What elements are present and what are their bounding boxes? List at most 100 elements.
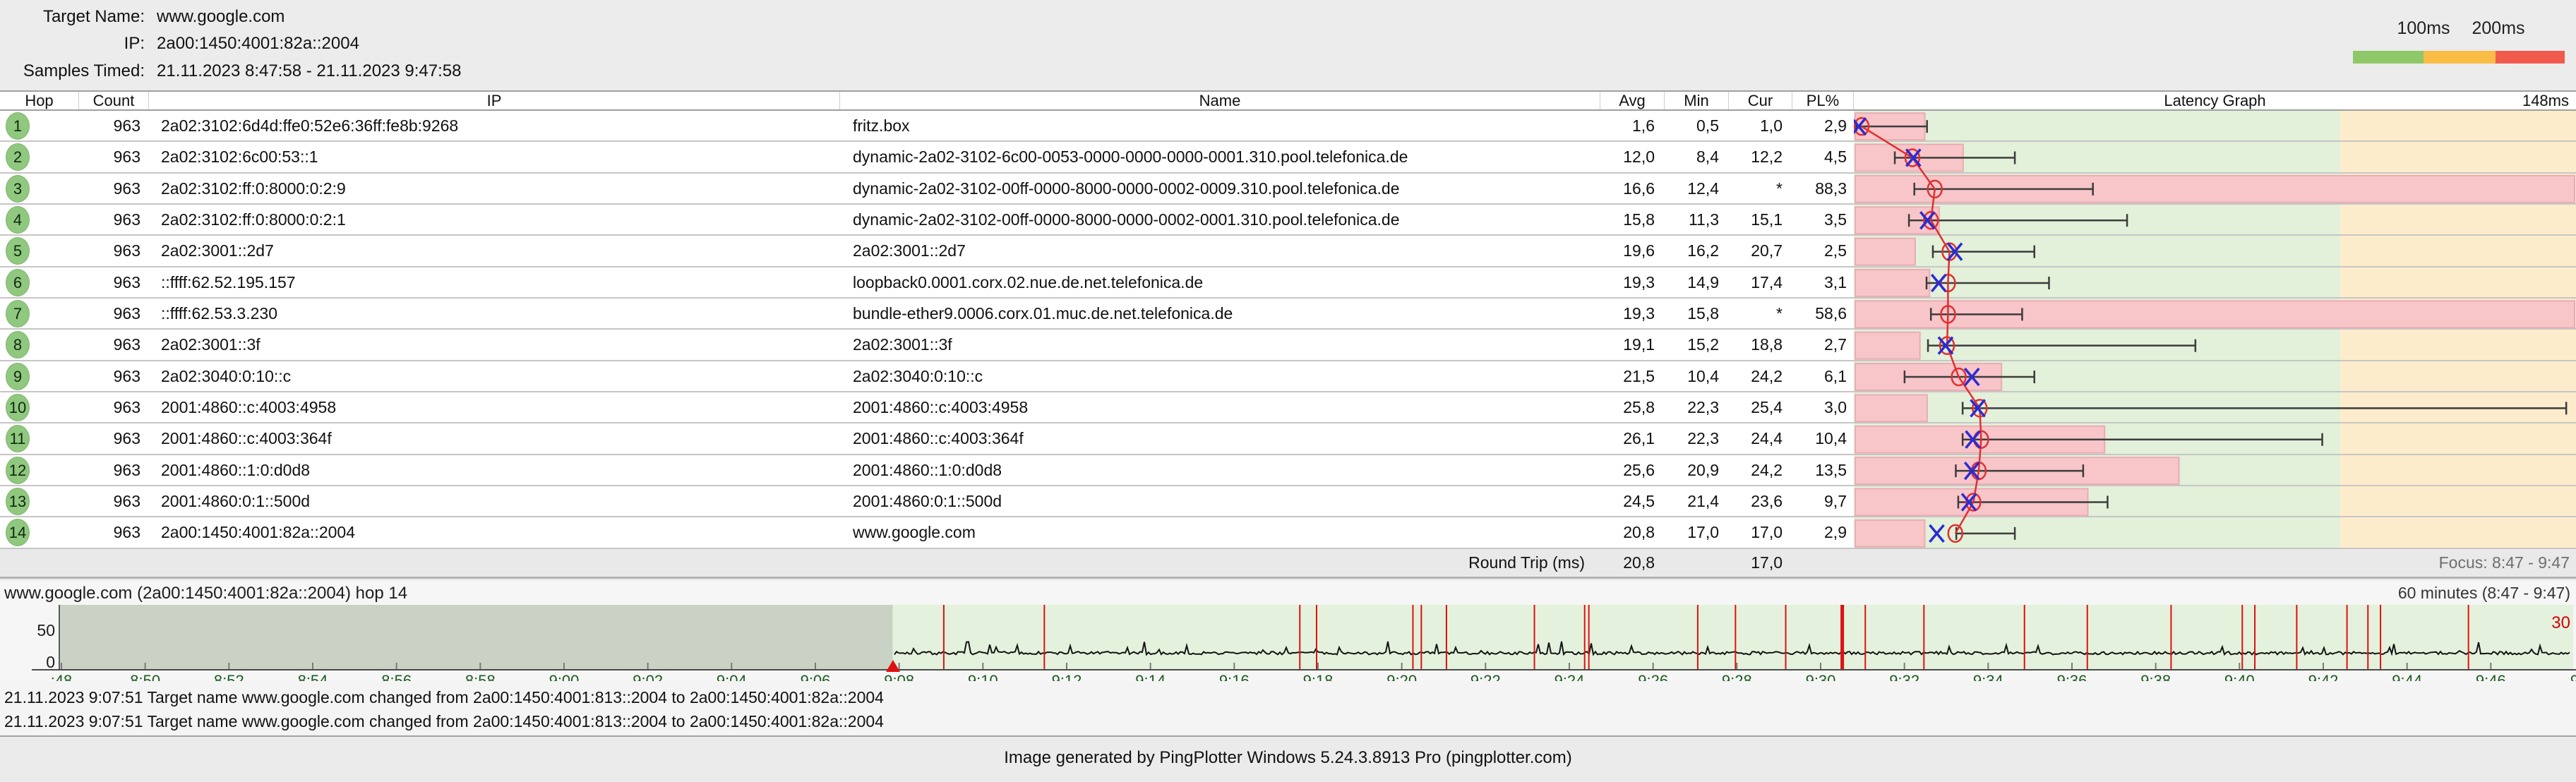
name-cell: 2a02:3040:0:10::c xyxy=(853,366,983,385)
ip-cell: ::ffff:62.53.3.230 xyxy=(161,304,277,323)
avg-cell: 19,3 xyxy=(1623,304,1655,323)
target-name-value: www.google.com xyxy=(157,7,285,26)
name-cell: loopback0.0001.corx.02.nue.de.net.telefo… xyxy=(853,272,1204,291)
ip-cell: 2a02:3102:6c00:53::1 xyxy=(161,148,318,167)
hop-number-cell: 9 xyxy=(0,361,79,391)
ip-cell: 2a02:3001::3f xyxy=(161,335,260,354)
hop-row[interactable]: 14 963 2a00:1450:4001:82a::2004 www.goog… xyxy=(0,517,2576,549)
name-cell: dynamic-2a02-3102-00ff-0000-8000-0000-00… xyxy=(853,210,1400,229)
column-header-name[interactable]: Name xyxy=(840,92,1600,109)
count-cell: 963 xyxy=(113,429,140,448)
hop-row[interactable]: 4 963 2a02:3102:ff:0:8000:0:2:1 dynamic-… xyxy=(0,205,2576,236)
ip-cell: 2a02:3001::2d7 xyxy=(161,241,274,260)
samples-timed-value: 21.11.2023 8:47:58 - 21.11.2023 9:47:58 xyxy=(157,61,462,80)
time-label: 9 xyxy=(2570,672,2576,690)
summary-header: Target Name: www.google.com IP: 2a00:145… xyxy=(0,0,2576,90)
min-cell: 22,3 xyxy=(1687,398,1719,417)
cur-cell: 15,1 xyxy=(1751,210,1783,229)
timeline-current-scale-label: 30 xyxy=(2551,613,2570,632)
hop-number-badge: 2 xyxy=(6,143,30,172)
cur-cell: 24,2 xyxy=(1751,460,1783,479)
hop-row[interactable]: 13 963 2001:4860:0:1::500d 2001:4860:0:1… xyxy=(0,486,2576,518)
ip-cell: 2a00:1450:4001:82a::2004 xyxy=(161,523,355,542)
hop-row[interactable]: 10 963 2001:4860::c:4003:4958 2001:4860:… xyxy=(0,392,2576,424)
cur-cell: * xyxy=(1776,179,1783,198)
latency-graph-cell xyxy=(1854,423,2576,454)
min-cell: 0,5 xyxy=(1696,116,1719,135)
column-header-cur[interactable]: Cur xyxy=(1729,92,1792,109)
cur-cell: 20,7 xyxy=(1751,241,1783,260)
avg-cell: 19,3 xyxy=(1623,272,1655,291)
column-header-latency-graph[interactable]: Latency Graph 148ms xyxy=(1854,92,2576,109)
count-cell: 963 xyxy=(113,523,140,542)
hop-row[interactable]: 3 963 2a02:3102:ff:0:8000:0:2:9 dynamic-… xyxy=(0,173,2576,205)
column-header-pl[interactable]: PL% xyxy=(1792,92,1854,109)
pl-cell: 13,5 xyxy=(1815,460,1847,479)
hop-row[interactable]: 2 963 2a02:3102:6c00:53::1 dynamic-2a02-… xyxy=(0,142,2576,174)
column-header-hop[interactable]: Hop xyxy=(0,92,79,109)
round-trip-avg: 20,8 xyxy=(1623,553,1655,572)
min-cell: 16,2 xyxy=(1687,241,1719,260)
ip-cell: 2001:4860:0:1::500d xyxy=(161,492,311,511)
latency-graph-cell xyxy=(1854,236,2576,266)
round-trip-pl xyxy=(1792,549,1854,577)
cur-cell: 1,0 xyxy=(1760,116,1783,135)
ip-cell: 2a02:3102:ff:0:8000:0:2:9 xyxy=(161,179,346,198)
hop-row[interactable]: 11 963 2001:4860::c:4003:364f 2001:4860:… xyxy=(0,423,2576,455)
cur-cell: 17,4 xyxy=(1751,272,1783,291)
timeline-plot[interactable] xyxy=(60,605,2573,669)
name-cell: 2a02:3001::3f xyxy=(853,335,952,354)
pl-cell: 6,1 xyxy=(1824,366,1847,385)
pl-cell: 2,5 xyxy=(1824,241,1847,260)
pl-cell: 88,3 xyxy=(1815,179,1847,198)
round-trip-cur: 17,0 xyxy=(1751,553,1783,572)
round-trip-row: Round Trip (ms) 20,8 17,0 Focus: 8:47 - … xyxy=(0,549,2576,579)
pl-cell: 58,6 xyxy=(1815,304,1847,323)
latency-scale-max-label: 148ms xyxy=(2522,92,2569,109)
hop-number-badge: 8 xyxy=(6,331,30,359)
hop-row[interactable]: 8 963 2a02:3001::3f 2a02:3001::3f 19,1 1… xyxy=(0,330,2576,361)
count-cell: 963 xyxy=(113,366,140,385)
column-header-count[interactable]: Count xyxy=(79,92,149,109)
timeline-y-label-0: 0 xyxy=(46,653,55,671)
hop-number-badge: 6 xyxy=(6,268,30,296)
avg-cell: 12,0 xyxy=(1623,148,1655,167)
count-cell: 963 xyxy=(113,272,140,291)
min-cell: 8,4 xyxy=(1696,148,1719,167)
column-header-min[interactable]: Min xyxy=(1665,92,1729,109)
hop-number-badge: 7 xyxy=(6,300,30,328)
legend-100ms-label: 100ms xyxy=(2397,18,2450,38)
hop-row[interactable]: 7 963 ::ffff:62.53.3.230 bundle-ether9.0… xyxy=(0,299,2576,330)
hop-number-badge: 11 xyxy=(6,425,30,453)
hop-row[interactable]: 12 963 2001:4860::1:0:d0d8 2001:4860::1:… xyxy=(0,455,2576,487)
log-line: 21.11.2023 9:07:51 Target name www.googl… xyxy=(4,712,884,730)
pl-cell: 2,9 xyxy=(1824,523,1847,542)
cur-cell: 25,4 xyxy=(1751,398,1783,417)
ip-cell: 2a02:3102:ff:0:8000:0:2:1 xyxy=(161,210,346,229)
hop-row[interactable]: 9 963 2a02:3040:0:10::c 2a02:3040:0:10::… xyxy=(0,361,2576,393)
cur-cell: 18,8 xyxy=(1751,335,1783,354)
hop-number-badge: 3 xyxy=(6,174,30,203)
hop-row[interactable]: 5 963 2a02:3001::2d7 2a02:3001::2d7 19,6… xyxy=(0,236,2576,267)
hop-number-badge: 1 xyxy=(6,112,30,140)
hop-row[interactable]: 6 963 ::ffff:62.52.195.157 loopback0.000… xyxy=(0,267,2576,299)
timeline-title: www.google.com (2a00:1450:4001:82a::2004… xyxy=(4,584,408,603)
focus-range-label: Focus: 8:47 - 9:47 xyxy=(2438,553,2570,572)
hop-row[interactable]: 1 963 2a02:3102:6d4d:ffe0:52e6:36ff:fe8b… xyxy=(0,111,2576,143)
latency-graph-cell xyxy=(1854,517,2576,548)
column-header-avg[interactable]: Avg xyxy=(1600,92,1665,109)
hop-number-cell: 3 xyxy=(0,174,79,203)
hop-number-badge: 12 xyxy=(6,456,30,484)
hop-number-cell: 14 xyxy=(0,517,79,547)
avg-cell: 20,8 xyxy=(1623,523,1655,542)
name-cell: dynamic-2a02-3102-00ff-0000-8000-0000-00… xyxy=(853,179,1400,198)
min-cell: 14,9 xyxy=(1687,272,1719,291)
min-cell: 17,0 xyxy=(1687,523,1719,542)
focus-start-marker[interactable] xyxy=(885,660,900,672)
cur-cell: 17,0 xyxy=(1751,523,1783,542)
hop-number-cell: 4 xyxy=(0,205,79,234)
min-cell: 15,2 xyxy=(1687,335,1719,354)
count-cell: 963 xyxy=(113,241,140,260)
latency-color-legend-bar xyxy=(2353,51,2565,64)
column-header-ip[interactable]: IP xyxy=(149,92,840,109)
